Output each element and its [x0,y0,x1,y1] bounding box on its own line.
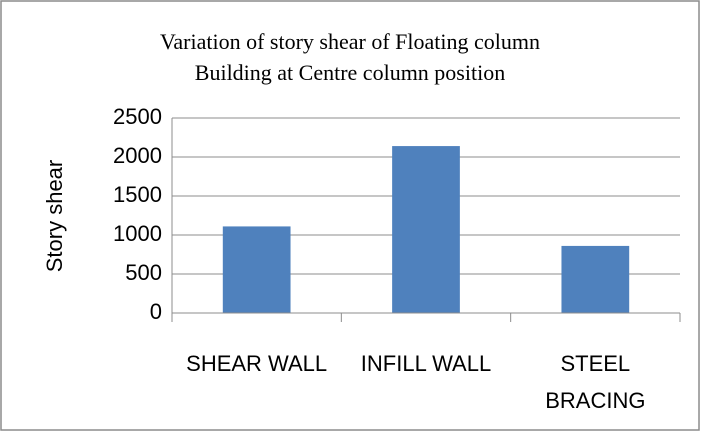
chart-title: Variation of story shear of Floating col… [160,29,540,54]
y-tick-label: 500 [125,260,162,285]
bar [392,146,460,313]
x-tick-label: STEEL BRACING [545,351,646,413]
y-tick-label: 0 [150,299,162,324]
chart-title: Building at Centre column position [195,60,505,85]
y-tick-label: 2500 [113,104,162,129]
y-tick-label: 2000 [113,143,162,168]
x-tick-label: SHEAR WALL [186,351,328,376]
bar [561,245,630,313]
y-axis-label: Story shear [42,160,67,273]
y-tick-label: 1500 [113,182,162,207]
bar [222,226,291,313]
y-tick-label: 1000 [113,221,162,246]
x-tick-label: INFILL WALL [360,351,492,376]
